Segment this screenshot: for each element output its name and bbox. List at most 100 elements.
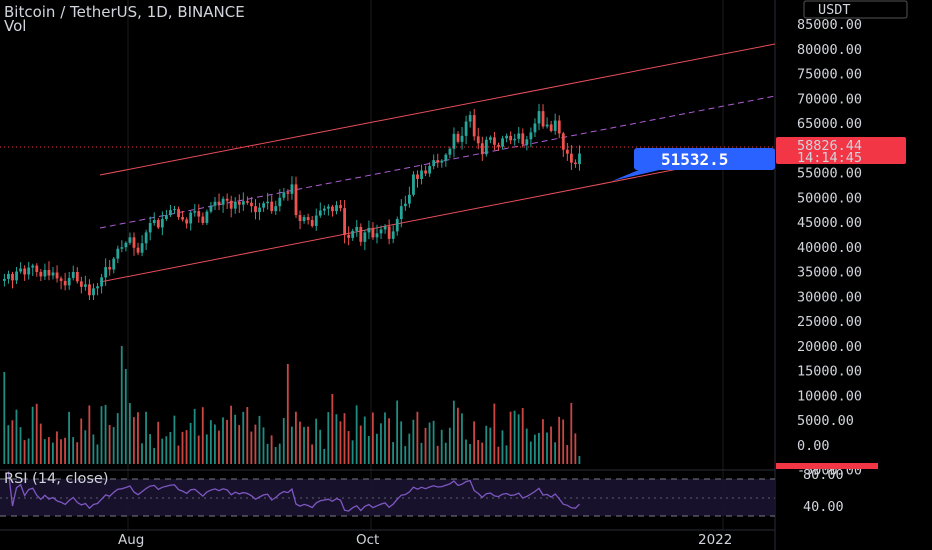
volume-bar	[440, 429, 443, 464]
rsi-label[interactable]: RSI (14, close)	[4, 471, 109, 487]
candle-body	[185, 219, 189, 224]
candle-body	[355, 226, 359, 231]
volume-bar	[31, 406, 34, 464]
candle-body	[19, 268, 22, 272]
price-tick: 45000.00	[797, 215, 862, 231]
candle-body	[331, 206, 334, 212]
volume-bar	[145, 411, 147, 464]
candle-body	[205, 211, 209, 223]
candle-body	[424, 170, 427, 174]
candle-body	[497, 144, 500, 147]
volume-bar	[339, 421, 342, 464]
volume-bar	[473, 421, 475, 464]
candle-body	[233, 201, 237, 209]
candle-body	[75, 271, 79, 282]
currency-badge[interactable]	[803, 0, 908, 19]
volume-bar	[246, 407, 249, 464]
volume-bar	[359, 425, 362, 464]
volume-bar	[185, 430, 188, 464]
volume-bar	[311, 444, 313, 464]
candle-body	[383, 226, 387, 230]
candle-body	[278, 197, 282, 207]
candle-body	[165, 215, 168, 220]
volume-bar	[550, 426, 552, 464]
volume-bar	[116, 413, 119, 464]
volume-bar	[7, 425, 10, 464]
volume-bar	[347, 431, 350, 464]
candle-body	[480, 143, 484, 155]
candle-body	[116, 248, 120, 259]
candle-body	[549, 124, 553, 131]
volume-bar	[11, 420, 14, 464]
candle-body	[403, 203, 407, 207]
candle-body	[339, 205, 342, 209]
time-label-oct: Oct	[356, 532, 379, 548]
candle-body	[517, 133, 521, 139]
price-axis[interactable]: 85000.00 80000.00 75000.00 70000.00 65000.00…	[776, 0, 908, 515]
candle-body	[144, 232, 148, 244]
price-tick: 65000.00	[797, 116, 862, 132]
price-annotation[interactable]: 51532.5	[612, 148, 775, 181]
price-tick: 0.00	[797, 438, 830, 454]
volume-bar	[3, 372, 6, 464]
candle-body	[375, 233, 379, 238]
volume-bar	[554, 442, 556, 464]
volume-bar	[384, 412, 386, 464]
candle-body	[246, 201, 249, 203]
price-tick: 75000.00	[797, 67, 862, 83]
candle-body	[104, 267, 108, 278]
volume-bar	[538, 432, 540, 464]
volume-bar	[141, 443, 143, 464]
volume-bar	[315, 418, 318, 464]
volume-bar	[108, 425, 111, 464]
volume-bar	[230, 405, 232, 464]
candle-body	[343, 208, 346, 235]
volume-bar	[234, 414, 237, 464]
candle-body	[557, 120, 561, 134]
candle-body	[39, 271, 43, 277]
candle-body	[112, 258, 116, 270]
candle-body	[541, 111, 545, 127]
volume-bar	[461, 413, 463, 464]
chart-title[interactable]: Bitcoin / TetherUS, 1D, BINANCE	[4, 3, 245, 21]
volume-bar	[205, 434, 208, 464]
candle-body	[298, 215, 302, 222]
candle-body	[489, 137, 492, 140]
price-tick: 40000.00	[797, 240, 862, 256]
volume-bar	[319, 429, 322, 464]
volume-bar	[489, 427, 492, 464]
price-tick: 55000.00	[797, 166, 862, 182]
volume-bar	[19, 427, 22, 464]
volume-bar	[100, 406, 103, 464]
candle-body	[55, 272, 59, 279]
volume-indicator-label[interactable]: Vol	[4, 17, 27, 35]
time-axis[interactable]: Aug Oct 2022	[118, 532, 732, 548]
volume-bar	[165, 436, 168, 464]
time-label-2022: 2022	[698, 532, 732, 548]
current-price-label: 58826.44	[797, 138, 862, 154]
time-label-aug: Aug	[118, 532, 144, 548]
candle-body	[237, 201, 241, 205]
volume-bar	[295, 411, 297, 464]
volume-bar	[88, 405, 91, 464]
channel-upper	[99, 43, 776, 176]
volume-bar	[290, 426, 293, 464]
candle-body	[347, 234, 351, 238]
candle-body	[472, 115, 476, 137]
volume-bar	[376, 433, 378, 464]
candle-body	[51, 272, 55, 276]
volume-bar	[574, 433, 577, 464]
volume-bar	[68, 411, 70, 464]
candle-body	[318, 210, 322, 216]
candle-body	[310, 220, 314, 226]
volume-bar	[137, 412, 139, 464]
candle-body	[359, 226, 363, 242]
candle-body	[537, 111, 541, 124]
candle-body	[286, 192, 290, 194]
volume-bar	[517, 414, 520, 464]
candle-body	[493, 137, 496, 145]
candle-body	[221, 198, 225, 205]
volume-bar	[226, 419, 228, 464]
volume-bar	[307, 426, 309, 464]
